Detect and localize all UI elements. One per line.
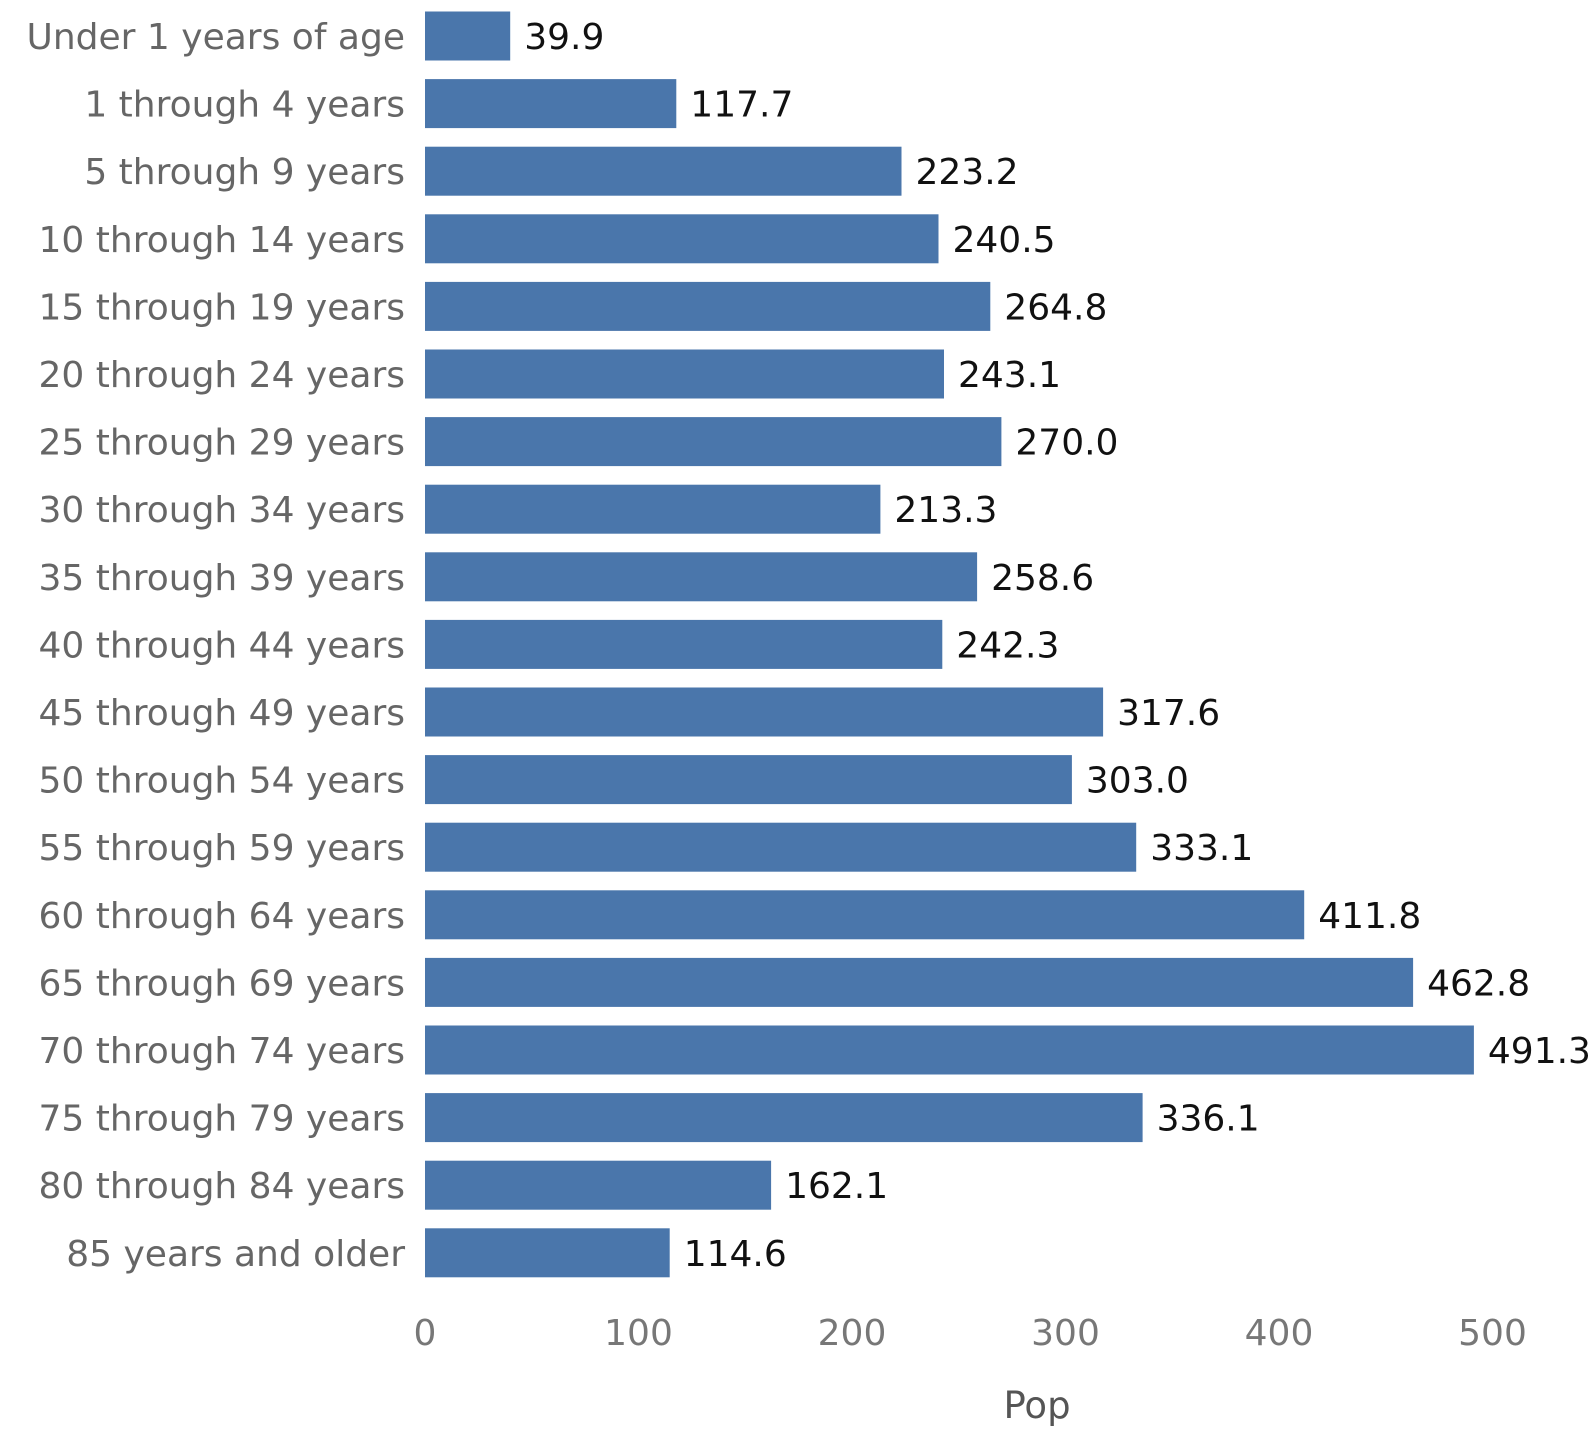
value-label: 240.5: [953, 220, 1056, 261]
category-label: 45 through 49 years: [39, 693, 405, 734]
category-label: 60 through 64 years: [39, 896, 405, 937]
value-label: 317.6: [1117, 693, 1220, 734]
category-label: 20 through 24 years: [39, 355, 405, 396]
bar: [425, 79, 677, 129]
category-label: 1 through 4 years: [84, 85, 405, 126]
value-label: 117.7: [690, 85, 793, 126]
value-label: 264.8: [1004, 287, 1107, 328]
category-label: 15 through 19 years: [39, 287, 405, 328]
value-label: 242.3: [956, 625, 1059, 666]
value-label: 213.3: [894, 490, 997, 531]
bar: [425, 890, 1305, 940]
x-tick-label: 200: [818, 1313, 887, 1354]
bar: [425, 687, 1104, 737]
bar: [425, 417, 1002, 467]
bar: [425, 146, 902, 196]
category-labels: Under 1 years of age 1 through 4 years 5 t…: [27, 17, 406, 1275]
category-label: 5 through 9 years: [84, 152, 405, 193]
bar: [425, 619, 943, 669]
bar: [425, 1160, 772, 1210]
bar: [425, 1228, 670, 1278]
value-label: 162.1: [785, 1166, 888, 1207]
value-label: 333.1: [1150, 828, 1253, 869]
value-label: 223.2: [916, 152, 1019, 193]
bar: [425, 957, 1414, 1007]
category-label: 75 through 79 years: [39, 1099, 405, 1140]
value-label: 114.6: [684, 1234, 787, 1275]
x-tick-label: 500: [1458, 1313, 1527, 1354]
value-label: 303.0: [1086, 761, 1189, 802]
category-label: 65 through 69 years: [39, 963, 405, 1004]
category-label: 80 through 84 years: [39, 1166, 405, 1207]
bar: [425, 214, 939, 264]
bar: [425, 1093, 1143, 1143]
value-label: 39.9: [524, 17, 604, 58]
bar: [425, 1025, 1474, 1075]
x-axis-title: Pop: [1003, 1384, 1070, 1427]
category-label: 85 years and older: [66, 1234, 405, 1275]
category-label: 35 through 39 years: [39, 558, 405, 599]
value-label: 243.1: [958, 355, 1061, 396]
bar: [425, 755, 1072, 805]
category-label: 40 through 44 years: [39, 625, 405, 666]
bars-layer: [425, 11, 1474, 1278]
category-label: 70 through 74 years: [39, 1031, 405, 1072]
value-label: 270.0: [1015, 423, 1118, 464]
value-label: 258.6: [991, 558, 1094, 599]
x-tick-label: 400: [1245, 1313, 1314, 1354]
bar: [425, 822, 1137, 872]
value-label: 462.8: [1427, 963, 1530, 1004]
category-label: 30 through 34 years: [39, 490, 405, 531]
category-label: 10 through 14 years: [39, 220, 405, 261]
bar: [425, 11, 511, 61]
bar: [425, 484, 881, 534]
value-label: 491.3: [1488, 1031, 1591, 1072]
bar: [425, 349, 944, 399]
bar: [425, 552, 978, 602]
value-label: 336.1: [1157, 1099, 1260, 1140]
bar: [425, 281, 991, 331]
x-tick-label: 0: [414, 1313, 437, 1354]
x-axis-ticks: 0 100 200 300 400 500: [414, 1313, 1527, 1354]
category-label: 50 through 54 years: [39, 761, 405, 802]
category-label: 25 through 29 years: [39, 423, 405, 464]
x-tick-label: 300: [1031, 1313, 1100, 1354]
category-label: Under 1 years of age: [27, 17, 405, 58]
category-label: 55 through 59 years: [39, 828, 405, 869]
x-tick-label: 100: [604, 1313, 673, 1354]
value-labels: 39.9 117.7 223.2 240.5 264.8 243.1 270.0 213.3 2…: [524, 17, 1591, 1275]
value-label: 411.8: [1318, 896, 1421, 937]
